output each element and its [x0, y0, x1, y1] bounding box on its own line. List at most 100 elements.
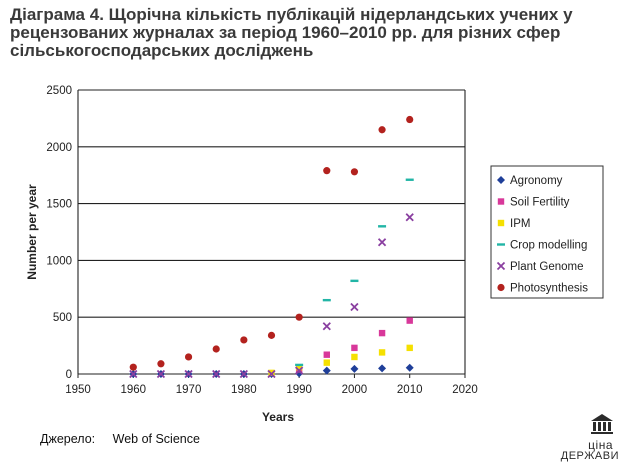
data-point	[350, 302, 359, 312]
data-point	[378, 364, 387, 373]
x-tick-label: 1950	[65, 384, 91, 396]
data-point	[350, 364, 359, 373]
brand-word-2: ДЕРЖАВИ	[560, 450, 619, 462]
grid-lines	[78, 89, 465, 375]
data-point	[351, 344, 358, 352]
x-stroke	[496, 261, 506, 271]
legend-box	[490, 165, 604, 299]
x-stroke	[184, 369, 193, 379]
data-point	[350, 279, 359, 283]
series-soil-fertility	[295, 317, 413, 373]
legend-marker	[497, 243, 505, 246]
data-point	[184, 369, 193, 379]
series-crop-modelling	[295, 178, 414, 367]
data-point	[267, 369, 276, 379]
data-point	[350, 168, 359, 176]
data-point	[405, 213, 414, 222]
data-point	[129, 363, 137, 371]
data-point	[323, 167, 331, 175]
x-stroke	[405, 213, 414, 222]
x-tick-label: 1980	[231, 384, 257, 396]
data-point	[295, 366, 304, 375]
data-point	[323, 351, 330, 358]
data-point	[295, 363, 303, 371]
x-tick-label: 1960	[120, 384, 146, 396]
x-stroke	[350, 302, 359, 312]
data-point	[267, 331, 276, 339]
brand-word-1: ціна	[588, 438, 613, 452]
x-stroke	[156, 369, 166, 379]
data-point	[156, 369, 166, 379]
legend-label: Agronomy	[510, 175, 563, 187]
y-tick-label: 1500	[46, 199, 72, 211]
series-plant-genome	[129, 213, 414, 379]
data-point	[322, 366, 331, 375]
series-photosynthesis	[129, 115, 414, 371]
tick-labels: 0 500 1000 1500 2000 2500 1950 1960 1970 1980 1990…	[46, 85, 477, 396]
data-point	[405, 178, 414, 181]
data-point	[212, 369, 221, 379]
legend-marker	[497, 219, 505, 227]
legend-marker	[497, 176, 505, 184]
title-line-1: Діаграма 4. Щорічна кількість публікацій…	[10, 5, 573, 24]
x-stroke	[322, 322, 331, 331]
data-point	[351, 353, 358, 361]
data-point	[157, 360, 165, 368]
legend-label: IPM	[510, 218, 530, 230]
data-point	[323, 359, 330, 366]
legend-marker	[497, 283, 505, 292]
y-tick-label: 2000	[46, 142, 72, 154]
data-marks	[129, 115, 414, 379]
data-point	[406, 115, 414, 124]
chart-area: 0 500 1000 1500 2000 2500 1950 1960 1970 1980 1990…	[25, 85, 604, 424]
data-point	[295, 363, 304, 367]
series-ipm	[268, 344, 413, 377]
data-point	[405, 363, 414, 372]
chart-title: Діаграма 4. Щорічна кількість публікацій…	[10, 6, 610, 60]
y-tick-label: 0	[66, 369, 72, 381]
x-stroke	[377, 238, 387, 247]
data-point	[378, 329, 386, 337]
legend-label: Soil Fertility	[510, 197, 570, 209]
brand-logo: ціна ДЕРЖАВИ	[559, 412, 619, 462]
x-tick-label: 1970	[176, 384, 202, 396]
x-tick-label: 1990	[286, 384, 312, 396]
data-point	[129, 369, 138, 379]
data-point	[184, 353, 193, 361]
y-tick-label: 500	[53, 312, 72, 324]
y-axis-label: Number per year	[25, 184, 39, 280]
source-value: Web of Science	[112, 432, 200, 446]
data-point	[377, 238, 387, 247]
y-tick-label: 1000	[46, 255, 72, 267]
legend-label: Plant Genome	[510, 261, 584, 273]
x-stroke	[129, 369, 138, 379]
data-point	[378, 225, 387, 228]
source-label: Джерело:	[40, 432, 96, 446]
legend-label: Crop modelling	[510, 240, 587, 252]
x-stroke	[212, 369, 221, 379]
data-point	[378, 126, 386, 134]
x-axis-label: Years	[262, 410, 294, 424]
x-stroke	[295, 366, 304, 375]
x-tick-label: 2020	[452, 384, 478, 396]
data-point	[322, 298, 331, 302]
title-line-2: рецензованих журналах за період 1960–201…	[10, 23, 561, 42]
data-point	[322, 322, 331, 331]
data-point	[212, 345, 220, 353]
x-stroke	[267, 369, 276, 379]
legend: Agronomy Soil Fertility IPM Crop modelling P…	[490, 165, 604, 299]
x-tick-label: 2010	[397, 384, 423, 396]
data-point	[406, 344, 413, 352]
building-icon	[591, 414, 613, 434]
x-stroke	[239, 369, 248, 379]
data-point	[378, 349, 386, 356]
legend-marker	[497, 198, 505, 205]
data-point	[239, 369, 248, 379]
data-point	[240, 336, 248, 344]
source-note: Джерело: Web of Science	[40, 432, 200, 446]
data-point	[406, 317, 413, 324]
x-tick-label: 2000	[342, 384, 368, 396]
data-point	[295, 313, 303, 321]
legend-marker	[496, 261, 506, 271]
y-tick-label: 2500	[46, 85, 72, 97]
